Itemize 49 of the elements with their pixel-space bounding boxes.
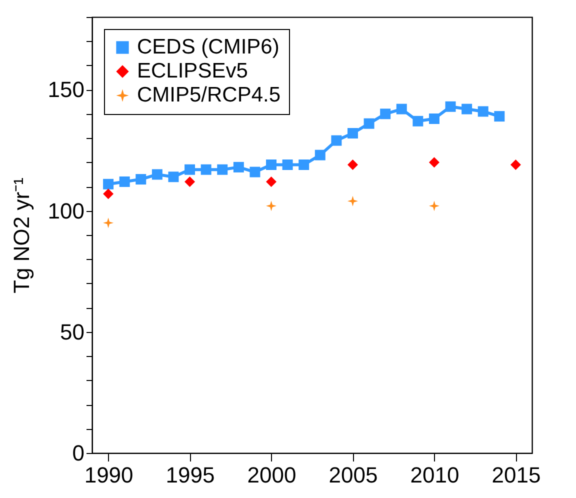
point: [250, 166, 260, 178]
point: [168, 172, 179, 182]
point: [184, 164, 196, 175]
point: [136, 174, 146, 185]
point: [364, 118, 374, 129]
point: [233, 162, 244, 172]
x-tick-label: 1995: [166, 462, 215, 488]
y-axis-title: Tg NO2 yr⁻¹: [8, 178, 34, 294]
y-tick-label: 150: [48, 77, 84, 102]
point: [428, 157, 440, 168]
point: [412, 116, 424, 126]
point: [119, 176, 130, 187]
point: [347, 160, 358, 170]
y-tick-label: 50: [60, 319, 84, 344]
point: [266, 200, 277, 212]
point: [396, 104, 407, 114]
point: [380, 108, 391, 120]
x-tick-label: 2015: [492, 462, 541, 488]
x-tick-label: 2010: [410, 462, 460, 488]
y-tick-label: 100: [48, 198, 84, 224]
point: [217, 164, 228, 175]
point: [152, 169, 162, 180]
legend-label: CEDS (CMIP6): [137, 36, 280, 58]
point: [103, 218, 114, 228]
point: [314, 150, 326, 160]
point: [494, 111, 505, 122]
legend-label: CMIP5/RCP4.5: [137, 84, 281, 106]
point: [266, 160, 277, 170]
point: [478, 106, 488, 117]
point: [266, 176, 277, 187]
x-tick-label: 2005: [328, 462, 378, 488]
point: [298, 160, 310, 170]
point: [428, 200, 440, 212]
point: [428, 113, 440, 124]
point: [510, 160, 521, 170]
point: [347, 128, 358, 139]
point: [184, 176, 196, 187]
y-tick-label: 0: [72, 440, 84, 466]
point: [462, 104, 472, 114]
legend-label: ECLIPSEv5: [137, 60, 248, 82]
point: [200, 164, 212, 175]
point: [103, 188, 114, 200]
point: [347, 196, 358, 206]
point: [282, 160, 293, 170]
point: [445, 101, 456, 112]
point: [331, 135, 342, 146]
x-tick-label: 2000: [247, 462, 296, 488]
x-tick-label: 1990: [84, 462, 134, 488]
point: [103, 178, 114, 190]
